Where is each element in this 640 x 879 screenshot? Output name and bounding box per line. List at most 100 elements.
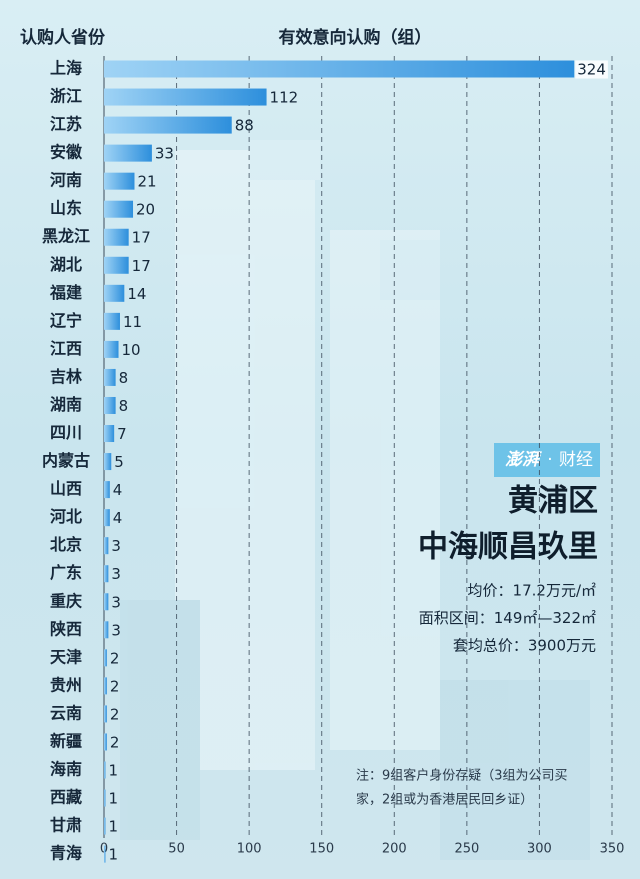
category-label: 北京 [50,535,82,554]
logo-box [494,443,600,477]
category-label: 浙江 [50,87,82,106]
value-label: 4 [113,481,123,499]
category-label: 河南 [50,171,82,190]
category-label: 西藏 [50,788,82,807]
value-label: 33 [155,145,174,163]
info-line: 面积区间：149㎡—322㎡ [419,609,596,627]
x-tick-label: 100 [237,842,262,857]
bar [104,621,109,639]
bar [104,144,152,162]
bar [104,733,107,751]
info-line: 套均总价：3900万元 [453,637,596,655]
x-tick-label: 350 [600,842,625,857]
bar [104,284,125,302]
category-label: 陕西 [50,619,82,638]
category-label: 山西 [50,479,82,498]
bar [104,565,109,583]
category-label: 黑龙江 [42,227,90,246]
logo-brand: 澎湃 [505,450,542,470]
category-label: 吉林 [50,367,82,386]
category-label: 安徽 [50,143,83,162]
category-label: 辽宁 [50,311,82,330]
x-tick-label: 50 [168,842,185,857]
logo: 澎湃 · 财经 [494,443,600,477]
bar [104,340,119,358]
value-label: 1 [108,762,118,780]
category-label: 内蒙古 [42,451,90,470]
bar [104,845,106,863]
bar [104,593,109,611]
category-label: 海南 [50,760,82,779]
value-label: 20 [136,201,155,219]
value-label: 7 [117,425,127,443]
value-label: 4 [113,509,123,527]
category-label: 上海 [50,59,82,78]
value-label: 3 [111,537,121,555]
value-label: 3 [111,565,121,583]
value-label: 324 [577,61,606,79]
value-label: 2 [110,733,120,751]
bar [104,396,116,414]
x-tick-label: 250 [454,842,479,857]
bar [104,677,107,695]
value-label: 2 [110,705,120,723]
value-label: 11 [123,313,142,331]
value-label: 14 [127,285,146,303]
logo-section: 财经 [559,450,593,470]
bar [104,761,106,779]
bar [104,60,575,78]
bar [104,200,134,218]
bar [104,789,106,807]
category-header: 认购人省份 [20,27,106,48]
bar [104,817,106,835]
value-header: 有效意向认购（组） [279,27,432,48]
category-label: 青海 [50,844,82,863]
value-label: 88 [235,117,254,135]
category-label: 江西 [50,339,82,358]
category-label: 重庆 [50,591,82,610]
value-label: 2 [110,649,120,667]
logo-dot: · [547,450,552,470]
value-label: 1 [108,846,118,864]
bar [104,172,135,190]
category-label: 河北 [50,507,82,526]
value-label: 5 [114,453,124,471]
title: 中海顺昌玖里 [418,530,598,565]
value-label-bg [575,60,608,79]
value-label: 10 [122,341,141,359]
category-label: 云南 [50,703,82,722]
category-label: 甘肃 [50,816,82,835]
value-label: 8 [119,397,129,415]
value-label: 112 [270,89,299,107]
value-label: 2 [110,677,120,695]
value-label: 17 [132,229,151,247]
category-label: 湖南 [50,395,82,414]
value-label: 1 [108,790,118,808]
bar [104,537,109,555]
category-label: 新疆 [50,731,82,750]
bar [104,509,110,527]
note: 家，2组或为香港居民回乡证） [356,792,533,808]
value-label: 17 [132,257,151,275]
x-tick-label: 300 [527,842,552,857]
category-label: 福建 [49,283,82,302]
bar [104,256,129,274]
category-label: 江苏 [50,115,82,134]
category-label: 贵州 [50,675,82,694]
info-line: 均价：17.2万元/㎡ [468,582,596,600]
value-label: 1 [108,818,118,836]
x-tick-label: 200 [382,842,407,857]
value-label: 3 [111,621,121,639]
bar [104,312,120,330]
bar [104,425,115,443]
bar [104,705,107,723]
value-label: 21 [137,173,156,191]
category-label: 山东 [50,199,82,218]
bar [104,88,267,106]
category-label: 天津 [50,647,82,666]
value-label: 8 [119,369,129,387]
value-label: 3 [111,593,121,611]
bar [104,116,232,134]
building-backdrop [120,140,590,860]
bar [104,228,129,246]
